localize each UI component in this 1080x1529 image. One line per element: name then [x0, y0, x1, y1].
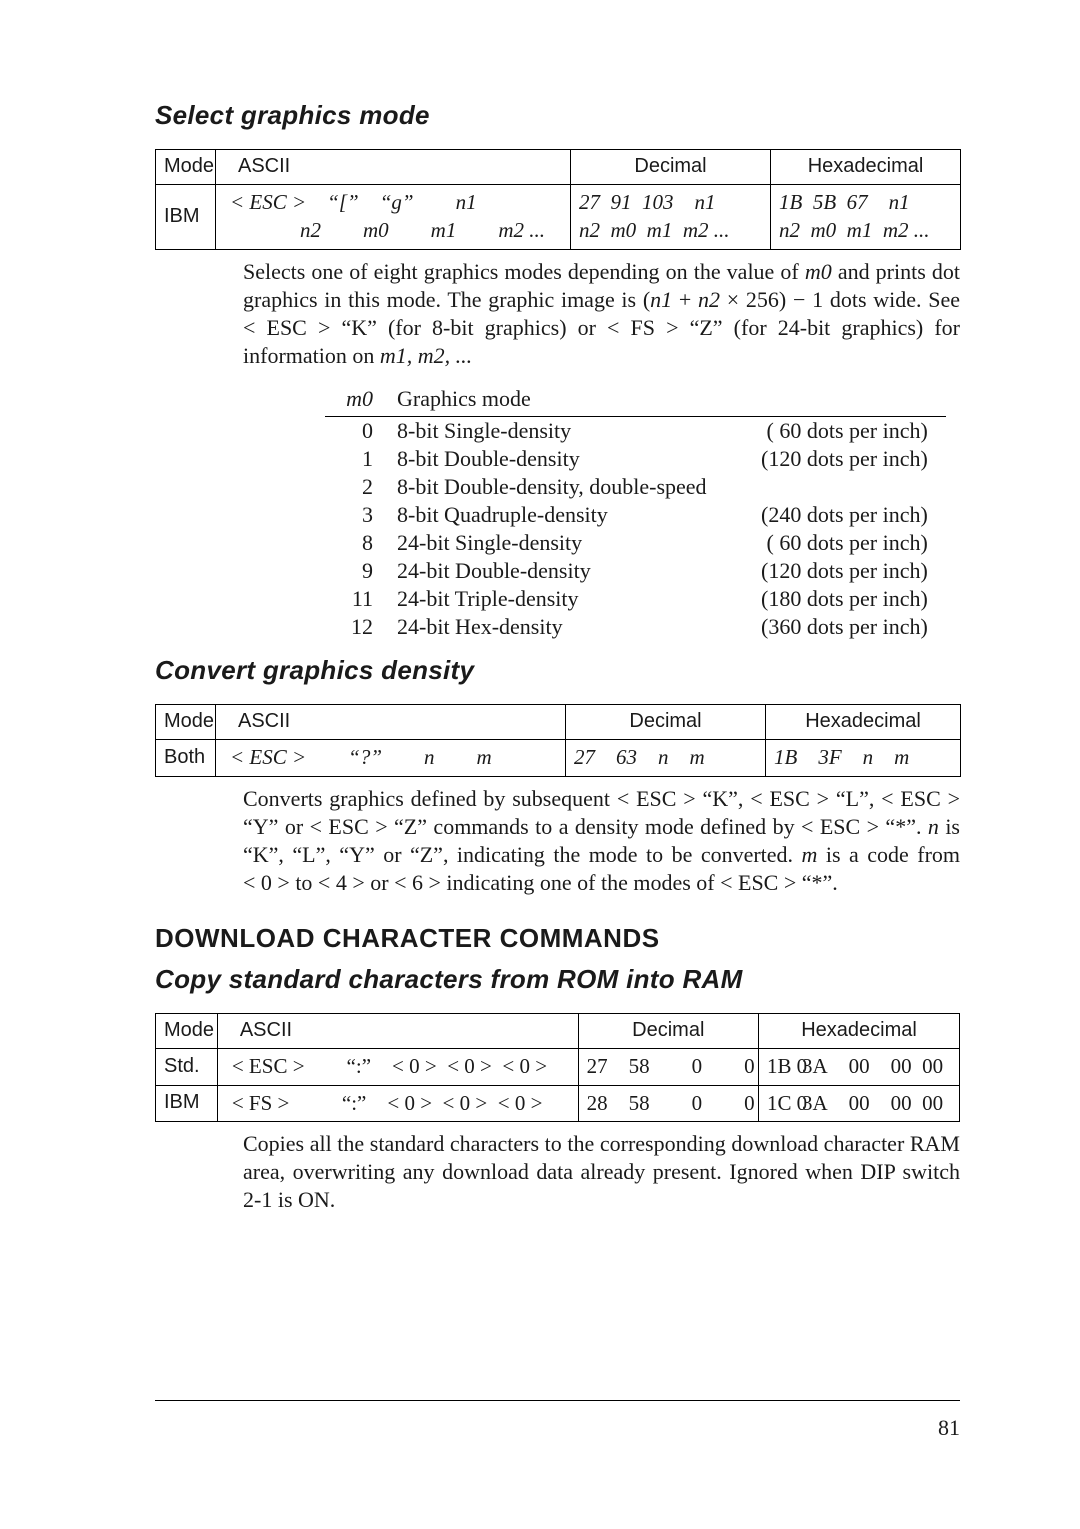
col-decimal: Decimal: [578, 1014, 758, 1049]
table-row: Both < ESC > “?” n m 27 63 n m 1B 3F n m: [156, 740, 961, 776]
table-header-row: Mode ASCII Decimal Hexadecimal: [156, 705, 961, 740]
col-hex: Hexadecimal: [766, 705, 961, 740]
mode-label: IBM: [164, 205, 200, 227]
table-row: Std. < ESC > “:” < 0 > < 0 > < 0 > 27 58…: [156, 1049, 960, 1085]
ascii-cell: < FS > “:” < 0 > < 0 > < 0 >: [217, 1085, 578, 1121]
table-row: 1224-bit Hex-density(360 dots per inch): [325, 613, 946, 641]
dec-cell: 27 58 0 0 0: [578, 1049, 758, 1085]
table-header-row: Mode ASCII Decimal Hexadecimal: [156, 150, 961, 185]
table-header-row: Mode ASCII Decimal Hexadecimal: [156, 1014, 960, 1049]
table-row: 824-bit Single-density( 60 dots per inch…: [325, 529, 946, 557]
dec-cell: 27 63 n m: [574, 745, 705, 769]
desc-copy-standard-chars: Copies all the standard characters to th…: [239, 1130, 960, 1214]
table-header-row: m0 Graphics mode: [325, 384, 946, 417]
col-mode: Mode: [156, 1014, 218, 1049]
hex-cell: 1C 3A 00 00 00: [758, 1085, 959, 1121]
table-row: IBM < ESC > “[” “g” n1 n2 m0 m1 m2 ... 2…: [156, 185, 961, 250]
ascii-cell: < ESC > “:” < 0 > < 0 > < 0 >: [217, 1049, 578, 1085]
col-hex: Hexadecimal: [771, 150, 961, 185]
desc-convert-graphics-density: Converts graphics defined by subsequent …: [239, 785, 960, 898]
dec-line1: 27 91 103 n1: [579, 188, 762, 216]
table-convert-graphics-density: Mode ASCII Decimal Hexadecimal Both < ES…: [155, 704, 961, 776]
col-ascii: ASCII: [216, 150, 571, 185]
col-mode: Mode: [156, 705, 216, 740]
col-decimal: Decimal: [571, 150, 771, 185]
table-row: 1124-bit Triple-density(180 dots per inc…: [325, 585, 946, 613]
table-row: 08-bit Single-density( 60 dots per inch): [325, 417, 946, 446]
col-hex: Hexadecimal: [758, 1014, 959, 1049]
table-row: 28-bit Double-density, double-speed: [325, 473, 946, 501]
mode-label: IBM: [156, 1085, 218, 1121]
hex-line1: 1B 5B 67 n1: [779, 188, 952, 216]
hex-line2: n2 m0 m1 m2 ...: [779, 216, 952, 244]
dec-cell: 28 58 0 0 0: [578, 1085, 758, 1121]
heading-copy-standard-chars: Copy standard characters from ROM into R…: [155, 964, 960, 995]
table-row: IBM < FS > “:” < 0 > < 0 > < 0 > 28 58 0…: [156, 1085, 960, 1121]
table-select-graphics-mode: Mode ASCII Decimal Hexadecimal IBM < ESC…: [155, 149, 961, 250]
ascii-line2: n2 m0 m1 m2 ...: [230, 216, 562, 244]
col-decimal: Decimal: [566, 705, 766, 740]
mode-label: Std.: [156, 1049, 218, 1085]
col-mode-name: Graphics mode: [391, 384, 946, 417]
ascii-cell: < ESC > “?” n m: [230, 745, 492, 769]
heading-select-graphics-mode: Select graphics mode: [155, 100, 960, 131]
hex-cell: 1B 3A 00 00 00: [758, 1049, 959, 1085]
col-ascii: ASCII: [216, 705, 566, 740]
footer-rule: [155, 1400, 960, 1401]
col-mode: Mode: [156, 150, 216, 185]
desc-select-graphics-mode: Selects one of eight graphics modes depe…: [239, 258, 960, 371]
heading-convert-graphics-density: Convert graphics density: [155, 655, 960, 686]
table-row: 38-bit Quadruple-density(240 dots per in…: [325, 501, 946, 529]
dec-line2: n2 m0 m1 m2 ...: [579, 216, 762, 244]
table-row: 18-bit Double-density(120 dots per inch): [325, 445, 946, 473]
ascii-line1: < ESC > “[” “g” n1: [230, 188, 562, 216]
col-ascii: ASCII: [217, 1014, 578, 1049]
table-row: 924-bit Double-density(120 dots per inch…: [325, 557, 946, 585]
mode-label: Both: [156, 740, 216, 776]
hex-cell: 1B 3F n m: [774, 745, 909, 769]
heading-download-char-commands: DOWNLOAD CHARACTER COMMANDS: [155, 923, 960, 954]
page: Select graphics mode Mode ASCII Decimal …: [0, 0, 1080, 1529]
col-m0: m0: [325, 384, 391, 417]
table-copy-standard-chars: Mode ASCII Decimal Hexadecimal Std. < ES…: [155, 1013, 960, 1122]
page-number: 81: [938, 1415, 960, 1441]
table-graphics-modes: m0 Graphics mode 08-bit Single-density( …: [325, 384, 946, 641]
